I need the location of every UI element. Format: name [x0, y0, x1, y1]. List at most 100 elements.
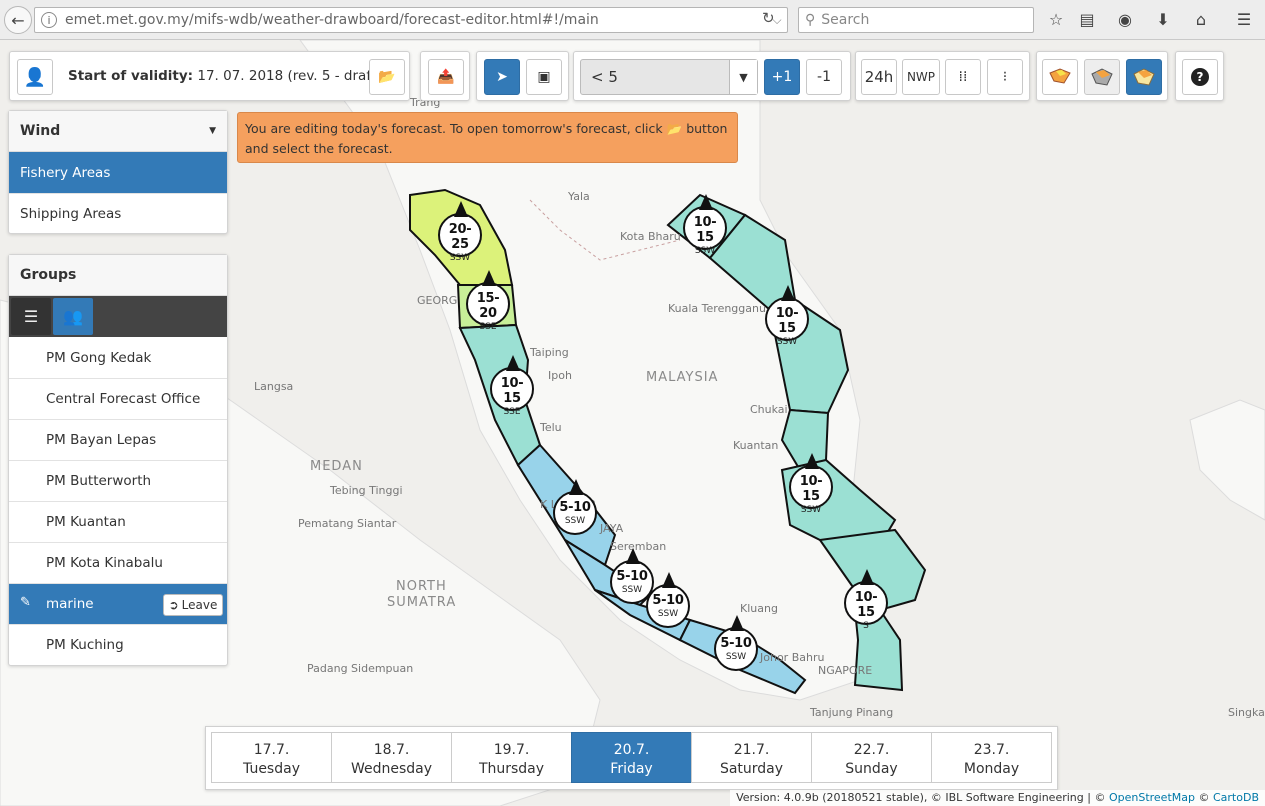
- level-select[interactable]: < 5 ▼: [580, 59, 758, 95]
- map-label-pematang: Pematang Siantar: [298, 517, 397, 530]
- map-label-ipoh: Ipoh: [548, 369, 572, 382]
- wind-marker[interactable]: 10-15 SSW: [765, 285, 809, 347]
- chevron-down-icon[interactable]: ⌵: [772, 12, 782, 27]
- map-label-johor: Johor Bahru: [760, 651, 825, 664]
- browser-toolbar: ← i emet.met.gov.my/mifs-wdb/weather-dra…: [0, 0, 1265, 40]
- view-toolbar: 24h NWP ⁞⁞ ⁝: [855, 51, 1030, 101]
- user-button[interactable]: 👤: [17, 59, 53, 95]
- wind-speed: 10-15: [775, 306, 799, 336]
- map-label-tanjung: Tanjung Pinang: [810, 706, 894, 719]
- publish-button[interactable]: 📤: [428, 59, 464, 95]
- leave-button[interactable]: ➲ Leave: [163, 594, 223, 616]
- url-bar[interactable]: i emet.met.gov.my/mifs-wdb/weather-drawb…: [34, 7, 788, 33]
- copyright-sep: ©: [1198, 791, 1210, 804]
- open-forecast-button[interactable]: 📂: [369, 59, 405, 95]
- select-tool-button[interactable]: ➤: [484, 59, 520, 95]
- tab-layers[interactable]: ☰: [11, 298, 51, 335]
- wind-panel-header[interactable]: Wind ▼: [9, 111, 227, 152]
- wind-item-label: Shipping Areas: [20, 206, 122, 222]
- increment-button[interactable]: +1: [764, 59, 800, 95]
- map-label-singkawang: Singkaw: [1228, 706, 1265, 719]
- folder-open-icon: 📂: [666, 121, 683, 136]
- layer-selected-button[interactable]: [1126, 59, 1162, 95]
- group-item[interactable]: PM Kuantan: [9, 501, 227, 542]
- wind-panel: Wind ▼ Fishery Areas Shipping Areas: [8, 110, 228, 234]
- menu-icon[interactable]: ☰: [1236, 10, 1252, 29]
- download-icon[interactable]: ⬇: [1156, 10, 1170, 29]
- area-select-button[interactable]: ▣: [526, 59, 562, 95]
- date-day: Saturday: [719, 761, 784, 777]
- tab-users[interactable]: 👥: [53, 298, 93, 335]
- date-tab-active[interactable]: 20.7. Friday: [571, 732, 692, 783]
- date-tab[interactable]: 18.7. Wednesday: [331, 732, 452, 783]
- wind-marker[interactable]: 5-10 SSW: [646, 572, 690, 628]
- info-icon[interactable]: i: [41, 12, 57, 28]
- wind-arrow-icon: [699, 194, 713, 210]
- pocket-icon[interactable]: ◉: [1118, 10, 1132, 29]
- notice-text-after: button and select the forecast.: [245, 121, 728, 156]
- group-item[interactable]: PM Kuching: [9, 624, 227, 665]
- wind-marker[interactable]: 10-15 S: [844, 569, 888, 631]
- date-day: Friday: [610, 761, 653, 777]
- date-tab[interactable]: 17.7. Tuesday: [211, 732, 332, 783]
- search-input[interactable]: ⚲ Search: [798, 7, 1034, 33]
- map-label-taiping: Taiping: [530, 346, 569, 359]
- wind-speed: 5-10: [616, 569, 648, 584]
- wind-item-shipping-areas[interactable]: Shipping Areas: [9, 193, 227, 234]
- wind-marker[interactable]: 5-10 SSW: [714, 615, 758, 671]
- map-label-langsa: Langsa: [254, 380, 294, 393]
- wind-marker[interactable]: 20-25 SSW: [438, 201, 482, 263]
- border-line: [529, 199, 681, 261]
- pencil-icon: ✎: [20, 595, 31, 610]
- wind-direction: SSW: [657, 609, 679, 619]
- group-item[interactable]: PM Gong Kedak: [9, 337, 227, 378]
- wind-direction: SSW: [776, 337, 798, 347]
- layer-fill-button[interactable]: [1042, 59, 1078, 95]
- wind-item-fishery-areas[interactable]: Fishery Areas: [9, 152, 227, 193]
- home-icon[interactable]: ⌂: [1195, 10, 1207, 29]
- wind-direction: SSW: [564, 516, 586, 526]
- wind-speed: 10-15: [854, 590, 878, 620]
- layer-toolbar: [1036, 51, 1168, 101]
- wind-direction: SSE: [479, 322, 497, 332]
- back-arrow-icon[interactable]: ←: [4, 6, 32, 34]
- bookmark-star-icon[interactable]: ☆: [1048, 10, 1064, 29]
- ungroup-button[interactable]: ⁞⁞: [945, 59, 981, 95]
- date-tab[interactable]: 22.7. Sunday: [811, 732, 932, 783]
- group-item[interactable]: PM Kota Kinabalu: [9, 542, 227, 583]
- wind-marker[interactable]: 15-20 SSE: [466, 270, 510, 332]
- wind-marker[interactable]: 10-15 SSW: [683, 194, 727, 256]
- wind-speed: 10-15: [500, 376, 524, 406]
- map-label-chukai: Chukai: [750, 403, 788, 416]
- group-item[interactable]: Central Forecast Office: [9, 378, 227, 419]
- date-tab[interactable]: 19.7. Thursday: [451, 732, 572, 783]
- date-tab[interactable]: 21.7. Saturday: [691, 732, 812, 783]
- decrement-button[interactable]: -1: [806, 59, 842, 95]
- osm-link[interactable]: OpenStreetMap: [1108, 791, 1195, 804]
- help-button[interactable]: ?: [1182, 59, 1218, 95]
- wind-marker[interactable]: 10-15 SSE: [490, 355, 534, 417]
- layer-grey-button[interactable]: [1084, 59, 1120, 95]
- date-tab[interactable]: 23.7. Monday: [931, 732, 1052, 783]
- group-tabs: ☰ 👥: [9, 296, 227, 337]
- reload-icon[interactable]: ↻: [762, 9, 775, 27]
- group-tree-button[interactable]: ⁝: [987, 59, 1023, 95]
- borneo-land: [1189, 399, 1265, 521]
- carto-link[interactable]: CartoDB: [1212, 791, 1259, 804]
- wind-marker[interactable]: 10-15 SSW: [789, 453, 833, 515]
- date-day: Thursday: [478, 761, 545, 777]
- wind-direction: SSW: [694, 246, 716, 256]
- date-day: Wednesday: [350, 761, 433, 777]
- area-terengganu: [708, 213, 797, 312]
- map-label-north: NORTH: [396, 579, 447, 594]
- wind-marker[interactable]: 5-10 SSW: [553, 479, 597, 535]
- group-item[interactable]: PM Butterworth: [9, 460, 227, 501]
- group-item-label: PM Bayan Lepas: [46, 432, 157, 448]
- reader-list-icon[interactable]: ▤: [1079, 10, 1095, 29]
- group-item[interactable]: PM Bayan Lepas: [9, 419, 227, 460]
- export-icon: 📤: [437, 69, 455, 85]
- nwp-button[interactable]: NWP: [902, 59, 940, 95]
- 24h-button[interactable]: 24h: [861, 59, 897, 95]
- group-item-marine[interactable]: ✎ marine ➲ Leave: [9, 583, 227, 624]
- date-value: 17.7.: [253, 742, 290, 758]
